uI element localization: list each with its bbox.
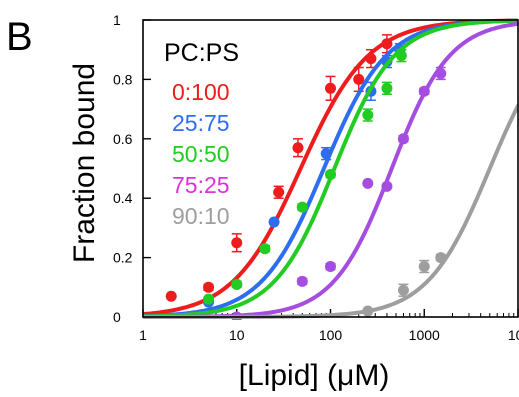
legend: PC:PS 0:100 25:75 50:50 75:25 90:10 [164,39,239,229]
data-point [395,50,407,62]
y-axis-ticks: 0 0.2 0.4 0.6 0.8 1 [113,12,151,325]
data-point [362,177,374,189]
data-point [325,261,336,273]
x-tick-label: 10´ [508,327,519,343]
y-tick-label: 0.4 [113,190,133,206]
y-tick-label: 0.6 [113,131,133,147]
panel-label: B [6,15,33,59]
data-point [203,293,215,305]
plot-area: 1 10 100 1000 10´ 0 0.2 0.4 0.6 0.8 1 [113,12,519,343]
data-point [435,252,447,264]
data-point [362,109,374,121]
legend-entry-90-10: 90:10 [172,203,230,229]
y-axis-title: Fraction bound [68,63,101,263]
x-tick-label: 1 [139,327,147,343]
data-point [231,278,243,290]
data-point [325,168,336,180]
legend-entry-50-50: 50:50 [172,141,230,167]
data-point [320,148,332,160]
data-point [231,237,243,249]
y-tick-label: 0.2 [113,250,133,266]
data-point [203,281,215,293]
series-50-50 [143,18,518,319]
y-tick-label: 0.8 [113,71,133,87]
data-point [381,82,393,94]
data-point [353,73,365,85]
y-tick-label: 0 [113,309,121,325]
x-tick-label: 10 [229,327,245,343]
data-point [165,290,177,302]
data-point [365,53,377,65]
data-point [418,85,430,97]
y-tick-label: 1 [113,12,121,28]
data-point [325,82,336,94]
legend-title: PC:PS [164,39,239,67]
data-point [435,67,447,79]
data-point [381,38,393,50]
data-point [268,216,280,228]
data-point [273,186,285,198]
data-point [296,275,308,287]
data-point [397,284,409,296]
data-point [397,133,409,145]
legend-entry-75-25: 75:25 [172,172,230,198]
x-tick-label: 1000 [409,327,440,343]
data-point [362,305,374,317]
x-axis-title: [Lipid] (μM) [239,359,390,392]
data-point [259,243,271,255]
data-point [292,142,304,154]
x-tick-label: 100 [319,327,343,343]
data-point [418,261,430,273]
plot-frame [142,19,519,318]
data-point [381,180,393,192]
legend-entry-25-75: 25:75 [172,110,230,136]
legend-entry-0-100: 0:100 [172,79,230,105]
data-point [296,201,308,213]
